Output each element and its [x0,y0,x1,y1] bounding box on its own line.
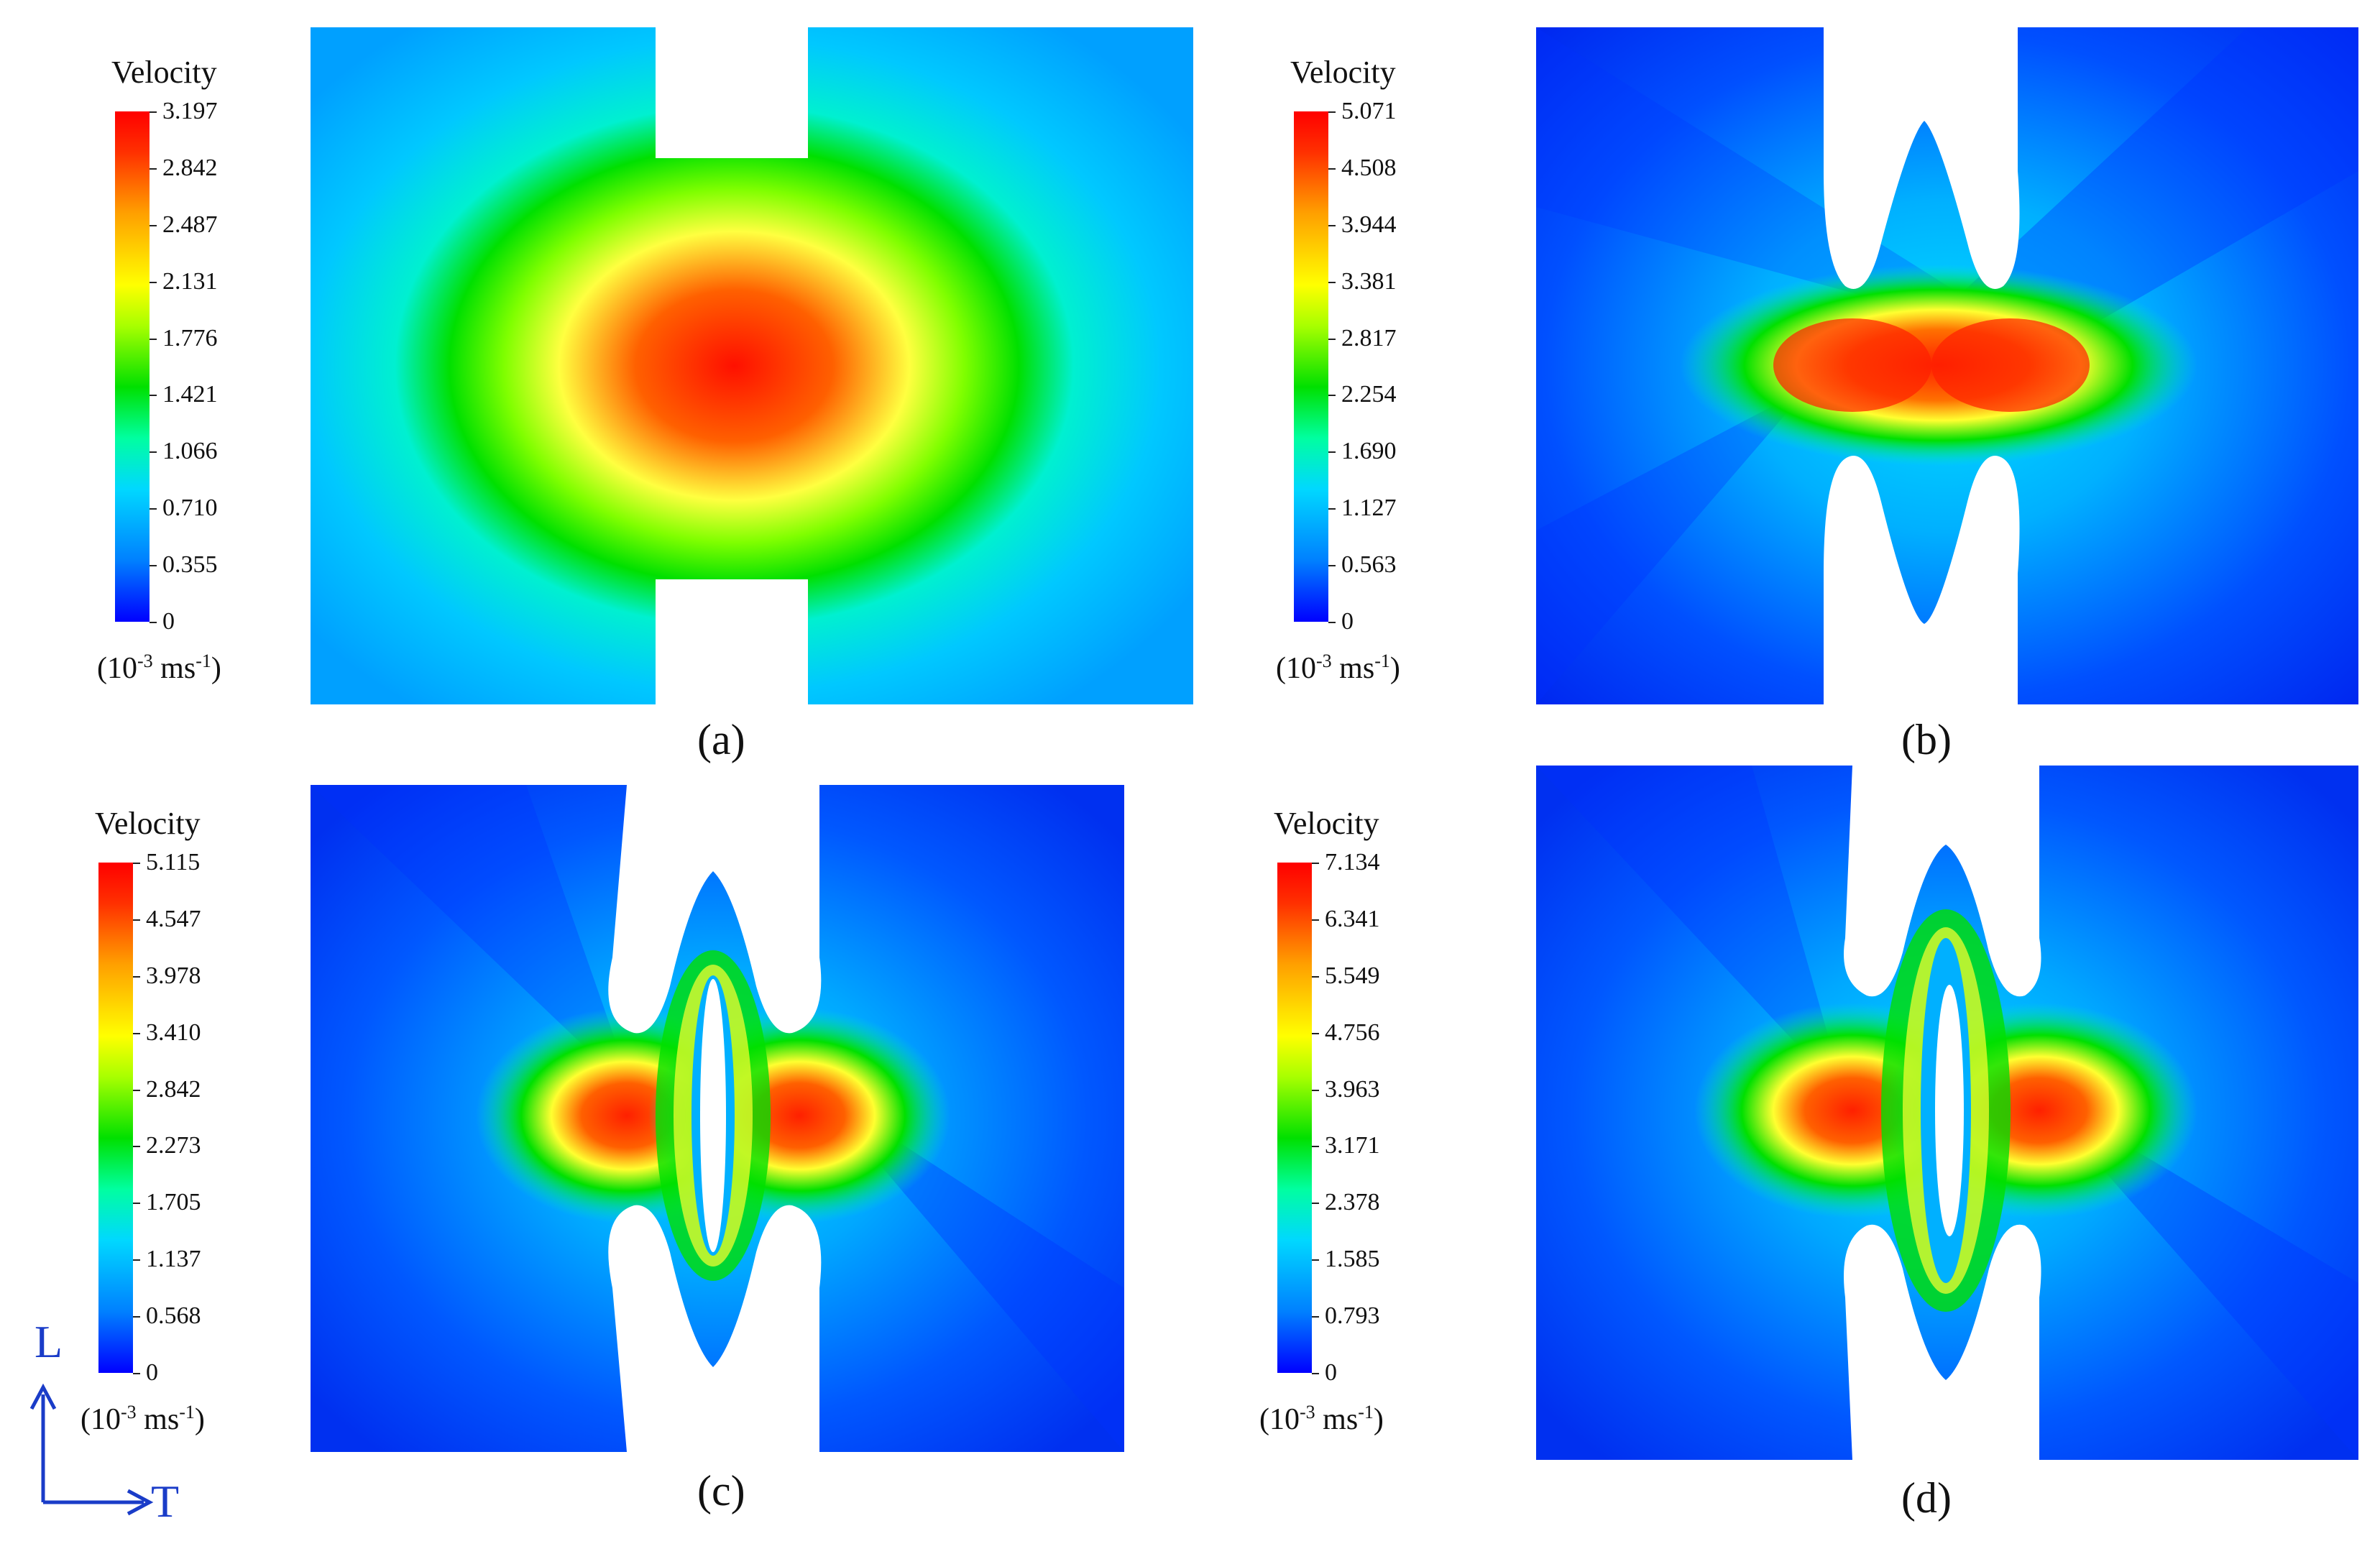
tick-label: 0.563 [1341,551,1397,579]
legend-ticks: 5.115 4.547 3.978 3.410 2.842 2.273 1.70… [133,849,277,1386]
tick-label: 1.776 [162,324,218,351]
tick-label: 1.066 [162,438,218,465]
tick-label: 3.197 [162,98,218,124]
legend-ticks: 5.071 4.508 3.944 3.381 2.817 2.254 1.69… [1328,98,1472,635]
tick-label: 3.963 [1325,1075,1380,1103]
tick-label: 1.127 [1341,495,1397,522]
tick-label: 4.508 [1341,154,1397,181]
caption-a: (a) [697,716,745,763]
lower-notch [656,579,808,704]
legend-unit: (10-3 ms-1) [97,651,221,685]
tick-label: 2.273 [146,1132,201,1159]
axis-arrows-icon [29,1383,154,1516]
tick-label: 0.568 [146,1302,201,1330]
legend-unit: (10-3 ms-1) [1259,1402,1384,1436]
gas-channel [1935,985,1964,1236]
legend-unit: (10-3 ms-1) [81,1402,205,1436]
legend-ticks: 3.197 2.842 2.487 2.131 1.776 1.421 1.06… [150,98,293,635]
velocity-field-d [1536,766,2358,1460]
axis-label-l: L [35,1316,63,1367]
tick-label: 7.134 [1325,849,1380,875]
tick-label: 0.793 [1325,1302,1380,1330]
tick-label: 6.341 [1325,905,1380,932]
tick-label: 1.137 [146,1246,201,1273]
tick-label: 3.944 [1341,211,1397,238]
tick-label: 0 [1325,1359,1337,1386]
upper-electrode [1824,27,2020,289]
tick-label: 3.410 [146,1019,201,1046]
axis-indicator: L T [22,1315,179,1531]
velocity-field-c [311,785,1124,1452]
velocity-field-b [1536,27,2358,704]
colorbar [1294,111,1328,622]
tick-label: 4.547 [146,905,201,932]
caption-d: (d) [1901,1474,1952,1522]
caption-b: (b) [1901,716,1952,763]
tick-label: 2.817 [1341,324,1397,351]
tick-label: 2.378 [1325,1189,1380,1216]
legend-a: Velocity 3.197 2.842 2.487 2.131 1.776 1… [97,54,313,730]
tick-label: 5.071 [1341,98,1397,124]
tick-label: 4.756 [1325,1019,1380,1046]
tick-label: 3.978 [146,962,201,989]
tick-label: 0 [146,1359,158,1386]
caption-c: (c) [697,1467,745,1514]
tick-label: 2.842 [162,154,218,181]
upper-electrode [1844,766,2041,997]
legend-title: Velocity [95,806,201,841]
tick-label: 2.131 [162,267,218,295]
tick-label: 5.115 [146,849,201,875]
legend-b: Velocity 5.071 4.508 3.944 3.381 2.817 2… [1276,54,1492,730]
tick-label: 3.381 [1341,267,1397,295]
colorbar [98,863,133,1373]
tick-label: 1.585 [1325,1246,1380,1273]
tick-label: 0.355 [162,551,218,579]
axis-label-t: T [151,1476,180,1527]
upper-electrode [608,785,822,1034]
legend-title: Velocity [1290,55,1396,90]
tick-label: 0 [1341,608,1354,635]
tick-label: 1.690 [1341,438,1397,465]
legend-title: Velocity [1274,806,1379,841]
tick-label: 2.487 [162,211,218,238]
legend-title: Velocity [111,55,217,90]
tick-label: 1.705 [146,1189,201,1216]
legend-c: Velocity 5.115 4.547 3.978 3.410 2.842 2… [81,805,296,1481]
tick-label: 3.171 [1325,1132,1380,1159]
legend-ticks: 7.134 6.341 5.549 4.756 3.963 3.171 2.37… [1312,849,1456,1386]
colorbar [1277,863,1312,1373]
lower-electrode [1844,1224,2041,1460]
tick-label: 0.710 [162,495,218,522]
legend-d: Velocity 7.134 6.341 5.549 4.756 3.963 3… [1259,805,1475,1481]
lower-electrode [608,1205,822,1452]
legend-unit: (10-3 ms-1) [1276,651,1400,685]
tick-label: 1.421 [162,381,218,408]
gas-channel [700,979,726,1252]
tick-label: 0 [162,608,175,635]
colorbar [115,111,150,622]
tick-label: 5.549 [1325,962,1380,989]
tick-label: 2.842 [146,1075,201,1103]
tick-label: 2.254 [1341,381,1397,408]
upper-notch [656,27,808,158]
velocity-field-a [311,27,1193,704]
lower-electrode [1824,456,2020,704]
